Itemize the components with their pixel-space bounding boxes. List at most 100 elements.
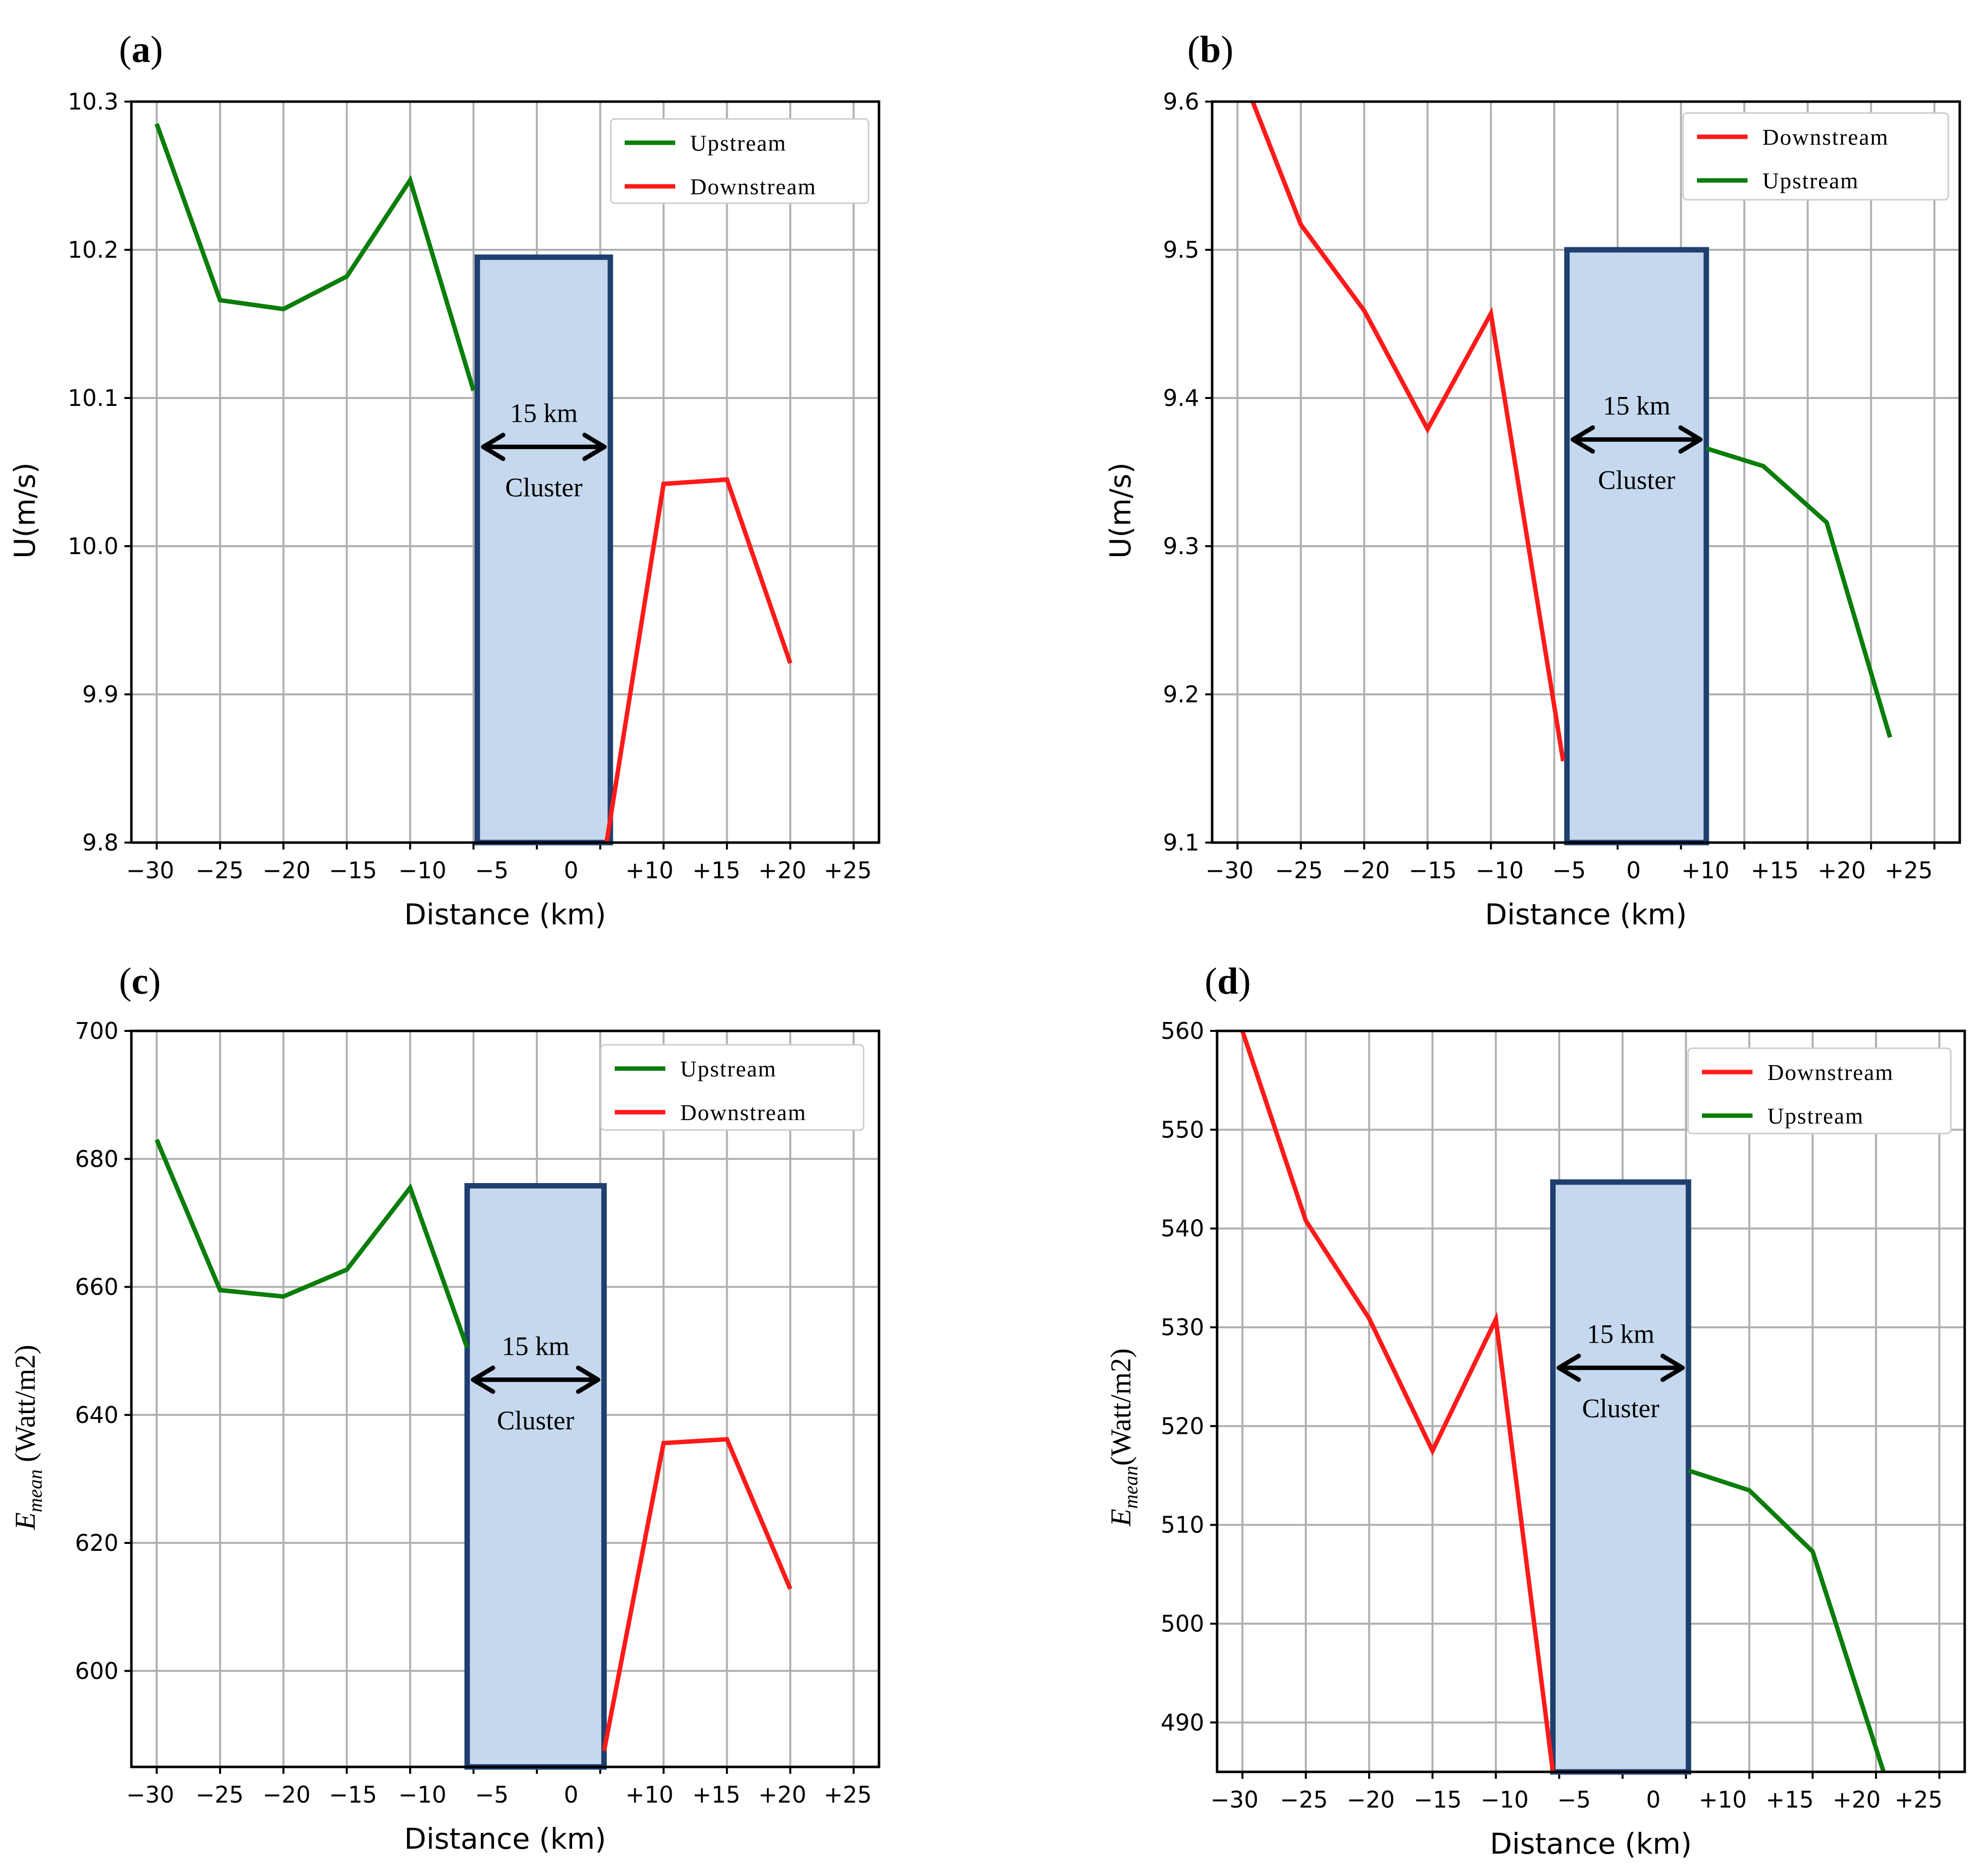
legend bbox=[610, 118, 870, 204]
x-tick-label-0: 0 bbox=[564, 1781, 578, 1808]
arrow-head-right bbox=[1678, 425, 1703, 454]
x-tick-label-p25: +25 bbox=[823, 1781, 872, 1808]
y-axis-label-symbol: E bbox=[9, 1512, 41, 1530]
axes-frame bbox=[1216, 1029, 1966, 1773]
cluster-width-label: 15 km bbox=[1603, 391, 1671, 421]
cluster-width-label: 15 km bbox=[1587, 1319, 1655, 1349]
x-tick-label-m20: −20 bbox=[1342, 857, 1390, 884]
y-tick-label: 680 bbox=[75, 1145, 118, 1172]
x-tick-label-m20: −20 bbox=[262, 1781, 310, 1808]
arrow-head-right bbox=[1660, 1354, 1685, 1382]
arrow-head-left bbox=[470, 1365, 495, 1394]
series-line-downstream bbox=[1240, 1030, 1555, 1772]
x-tick-label-p15: +15 bbox=[692, 1781, 740, 1808]
x-tick-label-p15: +15 bbox=[1751, 857, 1799, 884]
y-axis-label: Emean(Watt/m2) bbox=[1105, 1348, 1142, 1527]
x-tick-label-p20: +20 bbox=[1832, 1786, 1880, 1813]
x-tick-label-m5: −5 bbox=[1552, 857, 1586, 884]
y-axis-label-subscript: mean bbox=[1119, 1466, 1142, 1509]
legend bbox=[1687, 1047, 1952, 1134]
legend-label-upstream: Upstream bbox=[690, 130, 787, 156]
axes-frame bbox=[1211, 100, 1961, 844]
x-tick-label-m25: −25 bbox=[195, 1781, 243, 1808]
cluster-width-label: 15 km bbox=[510, 398, 578, 428]
x-tick-label-m15: −15 bbox=[329, 1781, 377, 1808]
legend-label-downstream: Downstream bbox=[690, 174, 817, 199]
x-tick-label-m10: −10 bbox=[1475, 857, 1523, 884]
x-tick-label-m30: −30 bbox=[126, 1781, 174, 1808]
x-tick-label-m10: −10 bbox=[1480, 1786, 1528, 1813]
cluster-label: Cluster bbox=[505, 473, 583, 503]
y-tick-label: 660 bbox=[75, 1274, 118, 1301]
x-tick-label-m5: −5 bbox=[1557, 1786, 1591, 1813]
y-tick-label: 9.8 bbox=[82, 829, 118, 856]
panel-label-a: (a) bbox=[119, 29, 163, 70]
x-tick-label-m15: −15 bbox=[1413, 1786, 1462, 1813]
x-tick-label-p20: +20 bbox=[758, 857, 806, 884]
x-axis-label: Distance (km) bbox=[1490, 1827, 1692, 1861]
x-tick-label-p10: +10 bbox=[625, 857, 673, 884]
y-tick-label: 560 bbox=[1161, 1018, 1204, 1044]
y-tick-label: 10.1 bbox=[68, 385, 118, 411]
x-tick-label-m30: −30 bbox=[1205, 857, 1253, 884]
y-axis-label-subscript: mean bbox=[24, 1470, 46, 1513]
arrow-head-right bbox=[576, 1365, 600, 1394]
y-tick-label: 9.5 bbox=[1163, 236, 1199, 263]
x-tick-label-m25: −25 bbox=[1275, 857, 1323, 884]
y-tick-label: 9.6 bbox=[1163, 88, 1199, 115]
y-tick-label: 520 bbox=[1161, 1413, 1204, 1439]
cluster-label: Cluster bbox=[1582, 1394, 1659, 1423]
y-tick-label: 530 bbox=[1161, 1314, 1204, 1341]
y-tick-label: 9.3 bbox=[1163, 533, 1199, 560]
x-tick-label-p10: +10 bbox=[625, 1781, 673, 1808]
y-tick-label: 10.2 bbox=[68, 236, 118, 263]
y-axis-label: U(m/s) bbox=[8, 462, 42, 559]
legend-label-downstream: Downstream bbox=[1767, 1060, 1894, 1085]
x-tick-label-m5: −5 bbox=[475, 857, 509, 884]
y-tick-label: 510 bbox=[1161, 1512, 1204, 1538]
y-tick-label: 540 bbox=[1161, 1215, 1204, 1242]
y-tick-label: 550 bbox=[1161, 1116, 1204, 1143]
x-axis-label: Distance (km) bbox=[1485, 898, 1687, 931]
x-tick-label-m30: −30 bbox=[126, 857, 174, 884]
legend-label-upstream: Upstream bbox=[1767, 1103, 1864, 1129]
x-tick-label-p20: +20 bbox=[1817, 857, 1866, 884]
y-tick-label: 9.9 bbox=[82, 681, 118, 708]
y-tick-label: 10.0 bbox=[68, 533, 118, 560]
x-tick-label-m15: −15 bbox=[1408, 857, 1457, 884]
x-axis-label: Distance (km) bbox=[404, 898, 606, 931]
series-line-upstream bbox=[154, 123, 476, 392]
x-tick-label-p25: +25 bbox=[1894, 1786, 1942, 1813]
legend-label-downstream: Downstream bbox=[1762, 124, 1889, 150]
legend-label-upstream: Upstream bbox=[680, 1056, 777, 1081]
series-line-upstream bbox=[154, 1138, 469, 1349]
y-tick-label: 10.3 bbox=[68, 88, 118, 115]
x-tick-label-p20: +20 bbox=[758, 1781, 806, 1808]
arrow-head-left bbox=[1571, 425, 1595, 454]
x-tick-label-m15: −15 bbox=[329, 857, 377, 884]
x-tick-label-p15: +15 bbox=[1765, 1786, 1813, 1813]
panel-b: 9.1 9.2 9.3 9.4 9.5 9.6 −30 −25 −20 −15 −10 −5 0 +10 +… bbox=[1104, 29, 1961, 931]
y-tick-label: 700 bbox=[75, 1018, 118, 1044]
y-tick-label: 9.4 bbox=[1163, 385, 1199, 411]
panel-label-c: (c) bbox=[119, 961, 161, 1002]
y-tick-label: 500 bbox=[1161, 1610, 1204, 1637]
series-line-downstream bbox=[604, 477, 793, 843]
y-tick-label: 640 bbox=[75, 1402, 118, 1428]
series-line-downstream bbox=[601, 1437, 793, 1752]
y-tick-label: 490 bbox=[1161, 1709, 1204, 1736]
x-tick-label-m10: −10 bbox=[398, 857, 446, 884]
x-tick-label-p15: +15 bbox=[692, 857, 740, 884]
x-tick-label-p25: +25 bbox=[1884, 857, 1932, 884]
legend bbox=[1682, 112, 1949, 201]
x-tick-label-m20: −20 bbox=[1346, 1786, 1395, 1813]
axes-frame bbox=[130, 1029, 880, 1768]
panel-d: 490 500 510 520 530 540 550 560 −30 −25 −20 −15 −10 −… bbox=[1105, 961, 1966, 1861]
arrow-head-right bbox=[582, 433, 607, 461]
cluster-box bbox=[1564, 247, 1709, 846]
series-line-downstream bbox=[1250, 101, 1566, 762]
y-axis-label-unit: (Watt/m2) bbox=[9, 1345, 41, 1469]
x-axis-label: Distance (km) bbox=[404, 1822, 606, 1856]
series-line-upstream bbox=[1688, 1468, 1886, 1773]
x-tick-label-p25: +25 bbox=[823, 857, 872, 884]
